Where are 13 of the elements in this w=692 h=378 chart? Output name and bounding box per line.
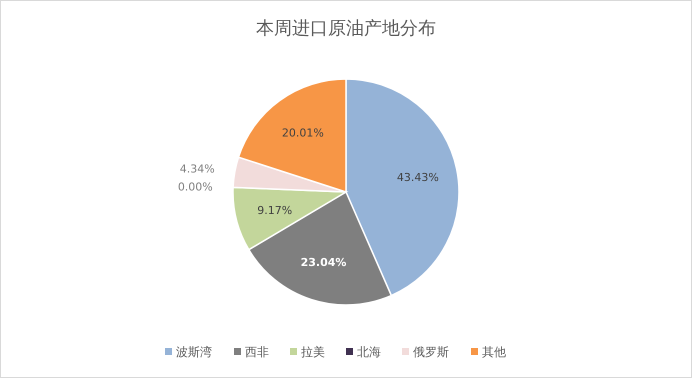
data-label: 20.01%: [282, 126, 324, 140]
legend-label: 北海: [357, 345, 381, 359]
legend-label: 其他: [482, 345, 506, 359]
data-label: 4.34%: [180, 162, 215, 176]
legend-label: 俄罗斯: [413, 345, 449, 359]
chart-title: 本周进口原油产地分布: [256, 18, 436, 39]
text: 0.00%: [178, 180, 213, 194]
legend-label: 拉美: [301, 345, 325, 359]
data-label: 23.04%: [300, 256, 346, 269]
legend-label: 波斯湾: [176, 345, 212, 359]
data-label: 43.43%: [396, 170, 439, 184]
data-label: 9.17%: [257, 204, 292, 217]
legend-label: 西非: [245, 345, 269, 359]
